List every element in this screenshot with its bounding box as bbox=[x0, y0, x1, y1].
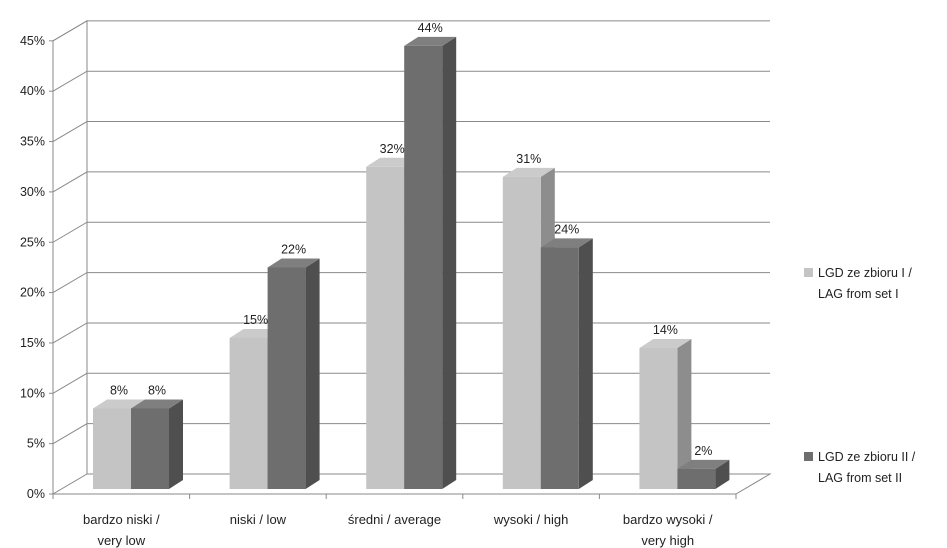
bar-top bbox=[131, 399, 183, 409]
bar-top bbox=[267, 258, 320, 268]
y-tick-label: 10% bbox=[20, 386, 45, 400]
y-tick-label: 0% bbox=[27, 487, 45, 501]
bar-side bbox=[442, 36, 457, 490]
category-label: bardzo niski / very low bbox=[83, 512, 160, 548]
data-label: 15% bbox=[243, 313, 268, 327]
legend-swatch bbox=[804, 452, 813, 461]
y-tick-label: 5% bbox=[27, 437, 45, 451]
y-tick-label: 20% bbox=[20, 286, 45, 300]
data-label: 8% bbox=[148, 383, 166, 397]
data-label: 24% bbox=[554, 222, 579, 236]
chart-walls bbox=[52, 19, 88, 494]
gridline bbox=[52, 20, 770, 42]
bar-front bbox=[404, 45, 443, 490]
y-tick-label: 40% bbox=[20, 84, 45, 98]
data-labels: 8% 8% 15% 22% 32% 44% 31% 24% 14% 2% bbox=[110, 21, 712, 458]
gridline bbox=[52, 70, 770, 92]
bar-top bbox=[93, 399, 145, 409]
bar-side bbox=[715, 459, 730, 489]
category-label: średni / average bbox=[348, 512, 441, 527]
legend-swatch bbox=[804, 268, 813, 277]
gridlines bbox=[52, 20, 770, 445]
data-label: 14% bbox=[653, 323, 678, 337]
y-axis-ticks: 0% 5% 10% 15% 20% 25% 30% 35% 40% 45% bbox=[20, 34, 53, 501]
bar-front bbox=[677, 468, 716, 489]
y-tick-label: 25% bbox=[20, 235, 45, 249]
bar-top bbox=[639, 339, 692, 349]
bar-top bbox=[540, 238, 593, 248]
bar bbox=[639, 339, 692, 489]
bar bbox=[267, 258, 320, 489]
bar-top bbox=[677, 459, 730, 469]
legend-label: LGD ze zbioru II / LAG from set II bbox=[818, 450, 916, 485]
category-label: wysoki / high bbox=[493, 512, 568, 527]
data-label: 2% bbox=[694, 444, 712, 458]
legend: LGD ze zbioru I / LAG from set I LGD ze zb… bbox=[804, 266, 916, 485]
data-label: 22% bbox=[281, 242, 306, 256]
side-wall bbox=[52, 19, 88, 494]
legend-label: LGD ze zbioru I / LAG from set I bbox=[818, 266, 912, 301]
bar-front bbox=[502, 176, 541, 489]
y-tick-label: 15% bbox=[20, 336, 45, 350]
bar-top bbox=[502, 167, 555, 177]
category-label: niski / low bbox=[230, 512, 287, 527]
bar bbox=[540, 238, 593, 489]
bar-front bbox=[93, 408, 131, 489]
y-tick-label: 45% bbox=[20, 34, 45, 48]
category-label: bardzo wysoki / very high bbox=[623, 512, 713, 548]
bar-front bbox=[540, 247, 579, 489]
data-label: 44% bbox=[418, 21, 443, 35]
bar-side bbox=[677, 339, 692, 489]
bar-side bbox=[305, 258, 320, 489]
gridline bbox=[52, 121, 770, 142]
bar-top bbox=[404, 36, 457, 46]
x-axis-categories: bardzo niski / very low niski / low średni … bbox=[83, 512, 713, 548]
bar-front bbox=[267, 267, 306, 489]
bar-front bbox=[229, 337, 268, 489]
y-tick-label: 30% bbox=[20, 185, 45, 199]
data-label: 8% bbox=[110, 383, 128, 397]
bar bbox=[677, 459, 730, 489]
bar-side bbox=[169, 399, 183, 489]
data-label: 31% bbox=[516, 152, 541, 166]
bar-front bbox=[639, 348, 678, 489]
bar-front bbox=[366, 166, 405, 489]
bar bbox=[404, 36, 457, 490]
bar-side bbox=[578, 238, 593, 489]
bar-front bbox=[131, 408, 169, 489]
data-label: 32% bbox=[380, 142, 405, 156]
bars bbox=[93, 36, 730, 490]
bar bbox=[131, 399, 183, 489]
y-tick-label: 35% bbox=[20, 135, 45, 149]
